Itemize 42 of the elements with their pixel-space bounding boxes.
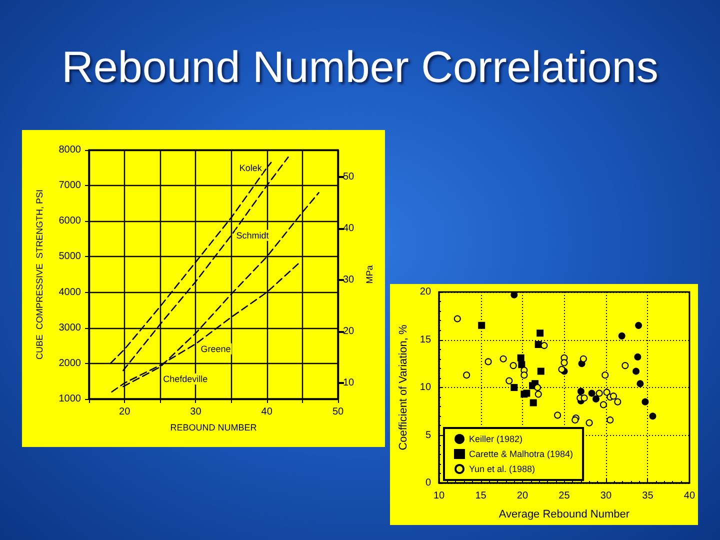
x-axis-title: REBOUND NUMBER bbox=[170, 422, 258, 432]
x-tick-label: 10 bbox=[433, 490, 446, 502]
y-tick-label: 15 bbox=[420, 334, 432, 346]
series-label: Kolek bbox=[239, 162, 262, 173]
y-tick-label: 5 bbox=[425, 430, 432, 441]
x-tick-label: 20 bbox=[516, 490, 528, 502]
y-tick-label: 5000 bbox=[58, 251, 82, 262]
y-tick-label: 10 bbox=[420, 382, 432, 393]
legend-label: Carette & Malhotra (1984) bbox=[469, 449, 574, 459]
y-axis-title: CUBE COMPRESSIVE STRENGTH, PSI bbox=[34, 189, 44, 360]
series-label: Schmidt bbox=[236, 230, 270, 240]
legend-label: Yun et al. (1988) bbox=[469, 464, 536, 474]
y2-tick-label: 50 bbox=[343, 171, 355, 182]
y-tick-label: 2000 bbox=[58, 358, 82, 369]
y-tick-label: 20 bbox=[420, 286, 432, 298]
y2-tick-label: 10 bbox=[343, 378, 355, 389]
y-tick-label: 1000 bbox=[58, 394, 82, 404]
series-label: Greene bbox=[200, 344, 231, 354]
x-tick-label: 20 bbox=[119, 406, 131, 418]
series-label: Chefdeville bbox=[163, 374, 208, 384]
x-axis-title: Average Rebound Number bbox=[498, 508, 630, 520]
y-tick-label: 4000 bbox=[58, 286, 82, 298]
y-tick-label: 7000 bbox=[58, 180, 82, 192]
y-tick-label: 8000 bbox=[58, 144, 82, 156]
chart-title: Rebound Number Correlations bbox=[60, 42, 660, 94]
x-tick-label: 35 bbox=[642, 490, 654, 502]
x-tick-label: 25 bbox=[558, 490, 570, 502]
x-tick-label: 30 bbox=[600, 490, 612, 502]
x-tick-label: 40 bbox=[261, 406, 273, 418]
x-tick-label: 40 bbox=[684, 490, 696, 502]
y2-tick-label: 30 bbox=[343, 274, 355, 286]
legend-label: Keiller (1982) bbox=[469, 434, 523, 444]
x-tick-label: 15 bbox=[475, 490, 487, 502]
y2-axis-title: MPa bbox=[364, 265, 375, 284]
y-tick-label: 6000 bbox=[58, 216, 82, 227]
y-tick-label: 0 bbox=[425, 478, 432, 488]
x-tick-label: 50 bbox=[332, 406, 344, 418]
y2-tick-label: 40 bbox=[343, 222, 355, 234]
y-axis-title: Coefficient of Variation, % bbox=[398, 324, 410, 450]
x-tick-label: 30 bbox=[190, 406, 202, 418]
y2-tick-label: 20 bbox=[343, 326, 355, 337]
y-tick-label: 3000 bbox=[58, 322, 82, 334]
